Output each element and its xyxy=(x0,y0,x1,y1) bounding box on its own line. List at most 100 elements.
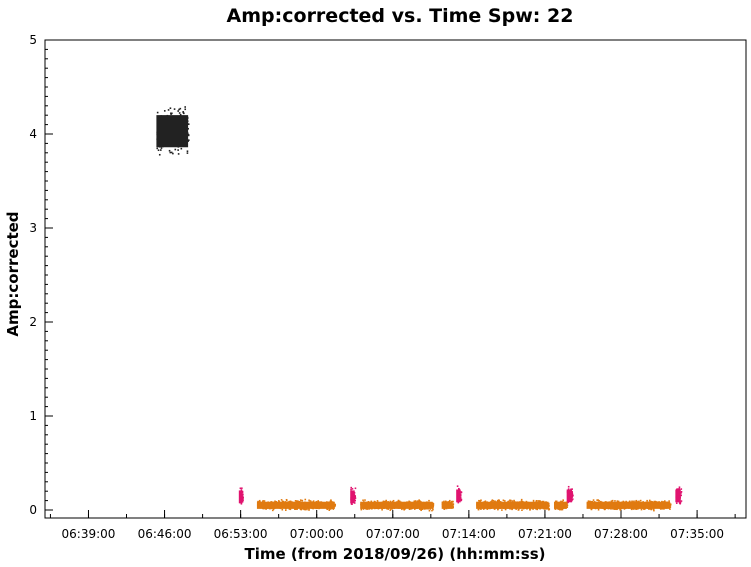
data-point xyxy=(384,500,387,503)
data-density-band xyxy=(553,501,567,509)
data-point xyxy=(676,488,678,491)
data-point xyxy=(376,500,379,502)
data-point xyxy=(285,499,288,502)
data-point xyxy=(330,499,332,501)
x-tick-label-07:07:00: 07:07:00 xyxy=(366,527,420,541)
data-point xyxy=(257,500,259,503)
data-point xyxy=(364,499,366,501)
data-point xyxy=(542,500,545,503)
data-point xyxy=(403,508,405,511)
data-point xyxy=(457,501,460,504)
data-point xyxy=(354,487,357,490)
data-point xyxy=(619,508,622,510)
data-point xyxy=(611,499,614,502)
data-point xyxy=(547,507,550,510)
data-point xyxy=(680,494,682,497)
data-point xyxy=(278,500,280,502)
data-point xyxy=(478,499,480,502)
data-point xyxy=(529,508,531,510)
data-point xyxy=(460,491,463,494)
data-point xyxy=(628,500,631,503)
data-point xyxy=(420,509,422,512)
data-point xyxy=(329,508,332,510)
data-point xyxy=(332,508,335,510)
data-point xyxy=(511,500,514,502)
data-point xyxy=(509,499,511,502)
data-point xyxy=(498,499,500,502)
data-point xyxy=(619,509,622,511)
data-point xyxy=(452,503,455,506)
data-point xyxy=(520,500,523,503)
data-point xyxy=(385,499,388,502)
data-point xyxy=(571,498,574,500)
data-point xyxy=(566,504,569,507)
data-point xyxy=(566,501,569,504)
data-point xyxy=(660,508,662,510)
data-point xyxy=(562,499,564,501)
data-point xyxy=(309,500,312,502)
data-point xyxy=(431,507,434,510)
data-point xyxy=(428,499,430,502)
data-point xyxy=(366,508,368,510)
data-point xyxy=(603,508,606,511)
data-point xyxy=(288,508,291,510)
data-point xyxy=(178,112,181,114)
data-point xyxy=(598,499,600,502)
data-point xyxy=(326,508,328,511)
data-point xyxy=(650,508,652,511)
data-point xyxy=(507,500,510,503)
data-point xyxy=(350,486,353,489)
data-point xyxy=(171,112,173,115)
data-point xyxy=(362,499,364,502)
data-point xyxy=(653,500,656,503)
data-point xyxy=(638,500,640,503)
data-point xyxy=(408,508,411,511)
data-density-band xyxy=(675,489,681,503)
series-1-segment-0 xyxy=(238,487,244,505)
data-point xyxy=(297,500,299,502)
data-point xyxy=(432,506,434,509)
data-point xyxy=(668,500,670,502)
data-point xyxy=(187,140,189,142)
data-point xyxy=(183,112,185,115)
data-point xyxy=(532,508,534,510)
data-point xyxy=(354,497,357,499)
data-point xyxy=(296,508,298,510)
x-tick-label-07:28:00: 07:28:00 xyxy=(594,527,648,541)
data-point xyxy=(178,108,180,111)
data-point xyxy=(169,107,172,110)
data-point xyxy=(571,488,573,490)
series-0-segment-0 xyxy=(156,106,190,156)
data-point xyxy=(597,508,600,511)
data-point xyxy=(633,500,635,503)
data-point xyxy=(387,508,390,510)
data-point xyxy=(170,151,173,154)
data-point xyxy=(614,500,616,502)
data-point xyxy=(329,500,332,503)
series-1-segment-1 xyxy=(350,486,357,505)
data-point xyxy=(561,500,564,503)
data-point xyxy=(158,153,161,156)
data-point xyxy=(648,499,651,502)
data-density-band xyxy=(456,489,461,503)
data-density-band xyxy=(476,501,549,509)
data-point xyxy=(491,499,494,501)
y-tick-label-4: 4 xyxy=(29,127,37,141)
series-2-segment-1 xyxy=(360,499,435,512)
data-point xyxy=(301,499,304,502)
data-point xyxy=(265,508,267,510)
data-point xyxy=(304,498,307,501)
data-point xyxy=(538,500,540,502)
data-point xyxy=(317,500,319,502)
series-1-segment-4 xyxy=(675,486,683,505)
y-tick-label-2: 2 xyxy=(29,315,37,329)
data-point xyxy=(390,508,392,510)
data-point xyxy=(328,508,331,510)
data-point xyxy=(160,147,163,149)
data-point xyxy=(240,489,243,491)
data-layer xyxy=(156,106,683,512)
data-point xyxy=(423,508,425,510)
series-2-segment-3 xyxy=(476,498,551,511)
data-point xyxy=(413,508,416,510)
data-point xyxy=(631,500,633,503)
